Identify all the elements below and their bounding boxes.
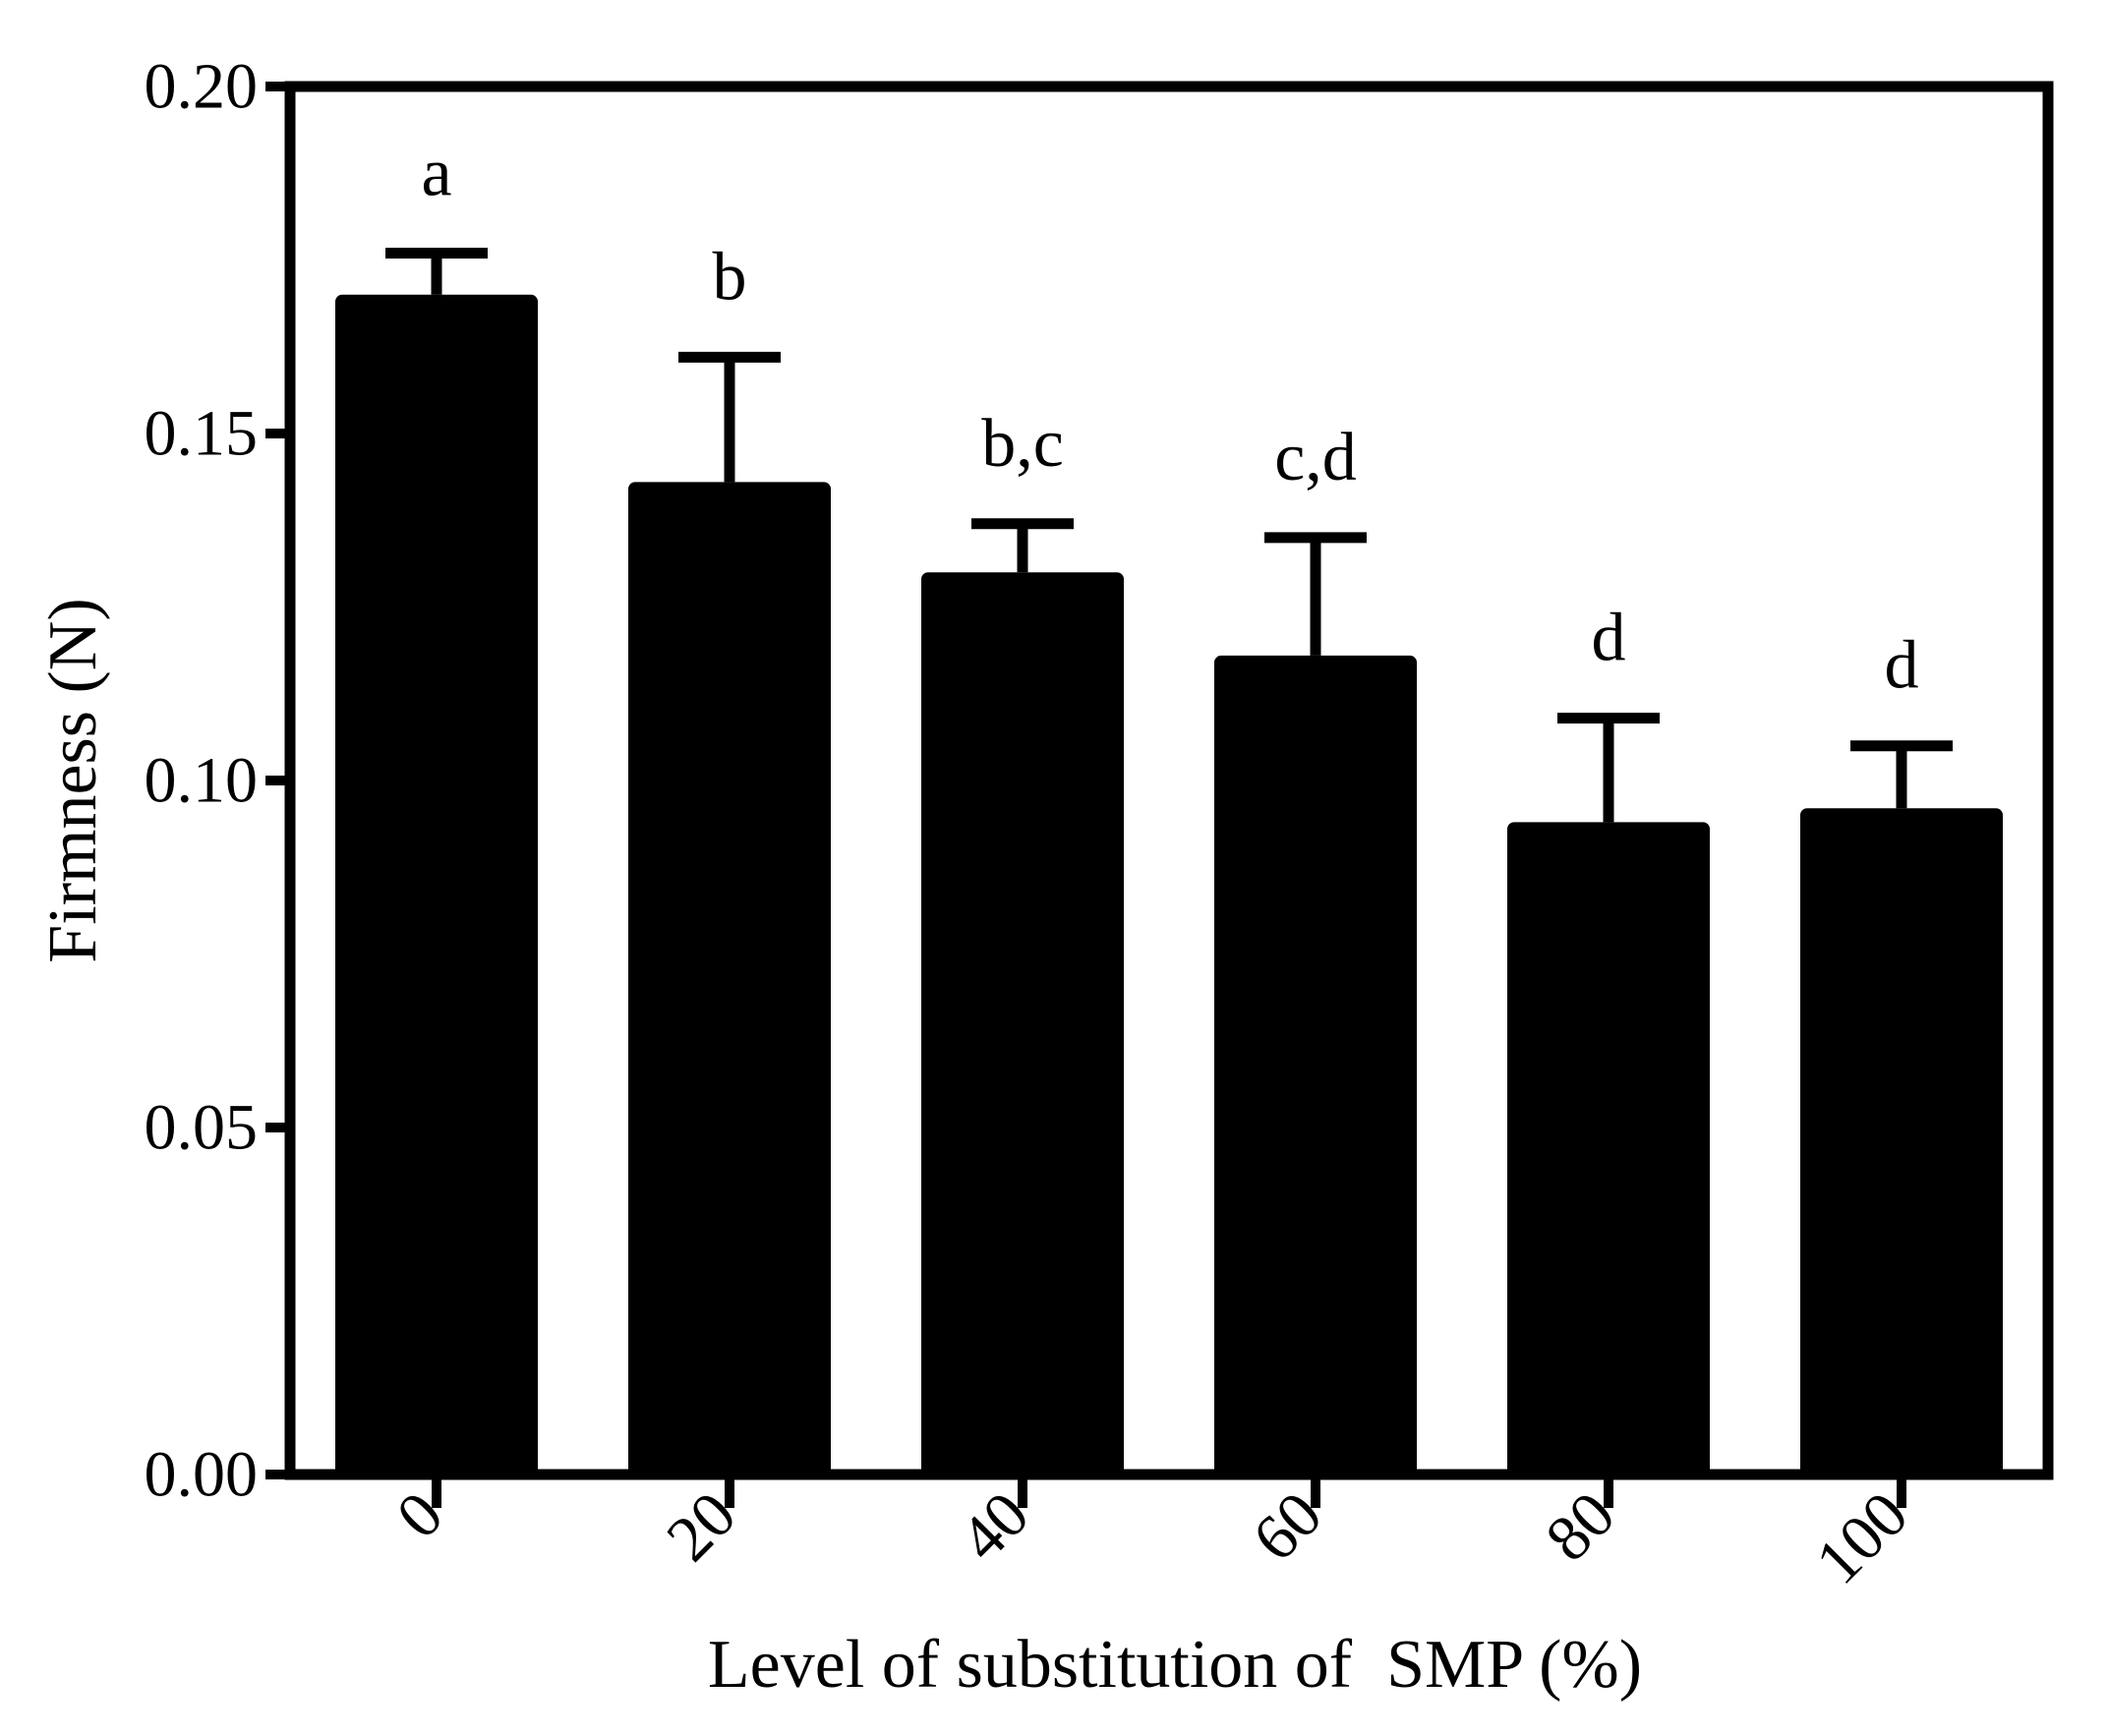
bar — [1800, 808, 2003, 1477]
y-tick-label: 0.10 — [145, 745, 259, 817]
significance-label: b,c — [981, 406, 1064, 482]
bar — [335, 294, 538, 1477]
x-tick-label: 40 — [946, 1478, 1042, 1575]
significance-label: d — [1592, 600, 1626, 675]
x-axis-title: Level of substitution of SMP (%) — [708, 1627, 1642, 1703]
bar — [628, 482, 831, 1477]
x-tick-label: 80 — [1532, 1478, 1628, 1575]
x-tick-label: 60 — [1239, 1478, 1335, 1575]
bars — [335, 294, 2003, 1477]
bar — [921, 572, 1124, 1477]
y-tick-label: 0.05 — [145, 1092, 259, 1164]
significance-label: b — [713, 239, 747, 315]
plot-frame — [284, 81, 2054, 1480]
significance-label: c,d — [1274, 420, 1357, 495]
y-tick-label: 0.20 — [145, 51, 259, 123]
x-tick-label: 0 — [383, 1478, 457, 1552]
x-tick-label: 20 — [653, 1478, 749, 1575]
x-axis-ticks: 0 20 40 60 80 100 — [383, 1475, 1922, 1598]
bar — [1214, 655, 1417, 1477]
y-tick-label: 0.15 — [145, 398, 259, 470]
significance-labels: a b b,c c,d d d — [421, 135, 1918, 703]
significance-label: a — [421, 135, 451, 210]
y-tick-label: 0.00 — [145, 1439, 259, 1511]
error-bars — [385, 247, 1953, 823]
y-axis-title: Firmness (N) — [35, 598, 111, 962]
significance-label: d — [1885, 628, 1919, 704]
bar — [1507, 822, 1710, 1477]
y-axis-ticks: 0.00 0.05 0.10 0.15 0.20 — [145, 51, 288, 1511]
